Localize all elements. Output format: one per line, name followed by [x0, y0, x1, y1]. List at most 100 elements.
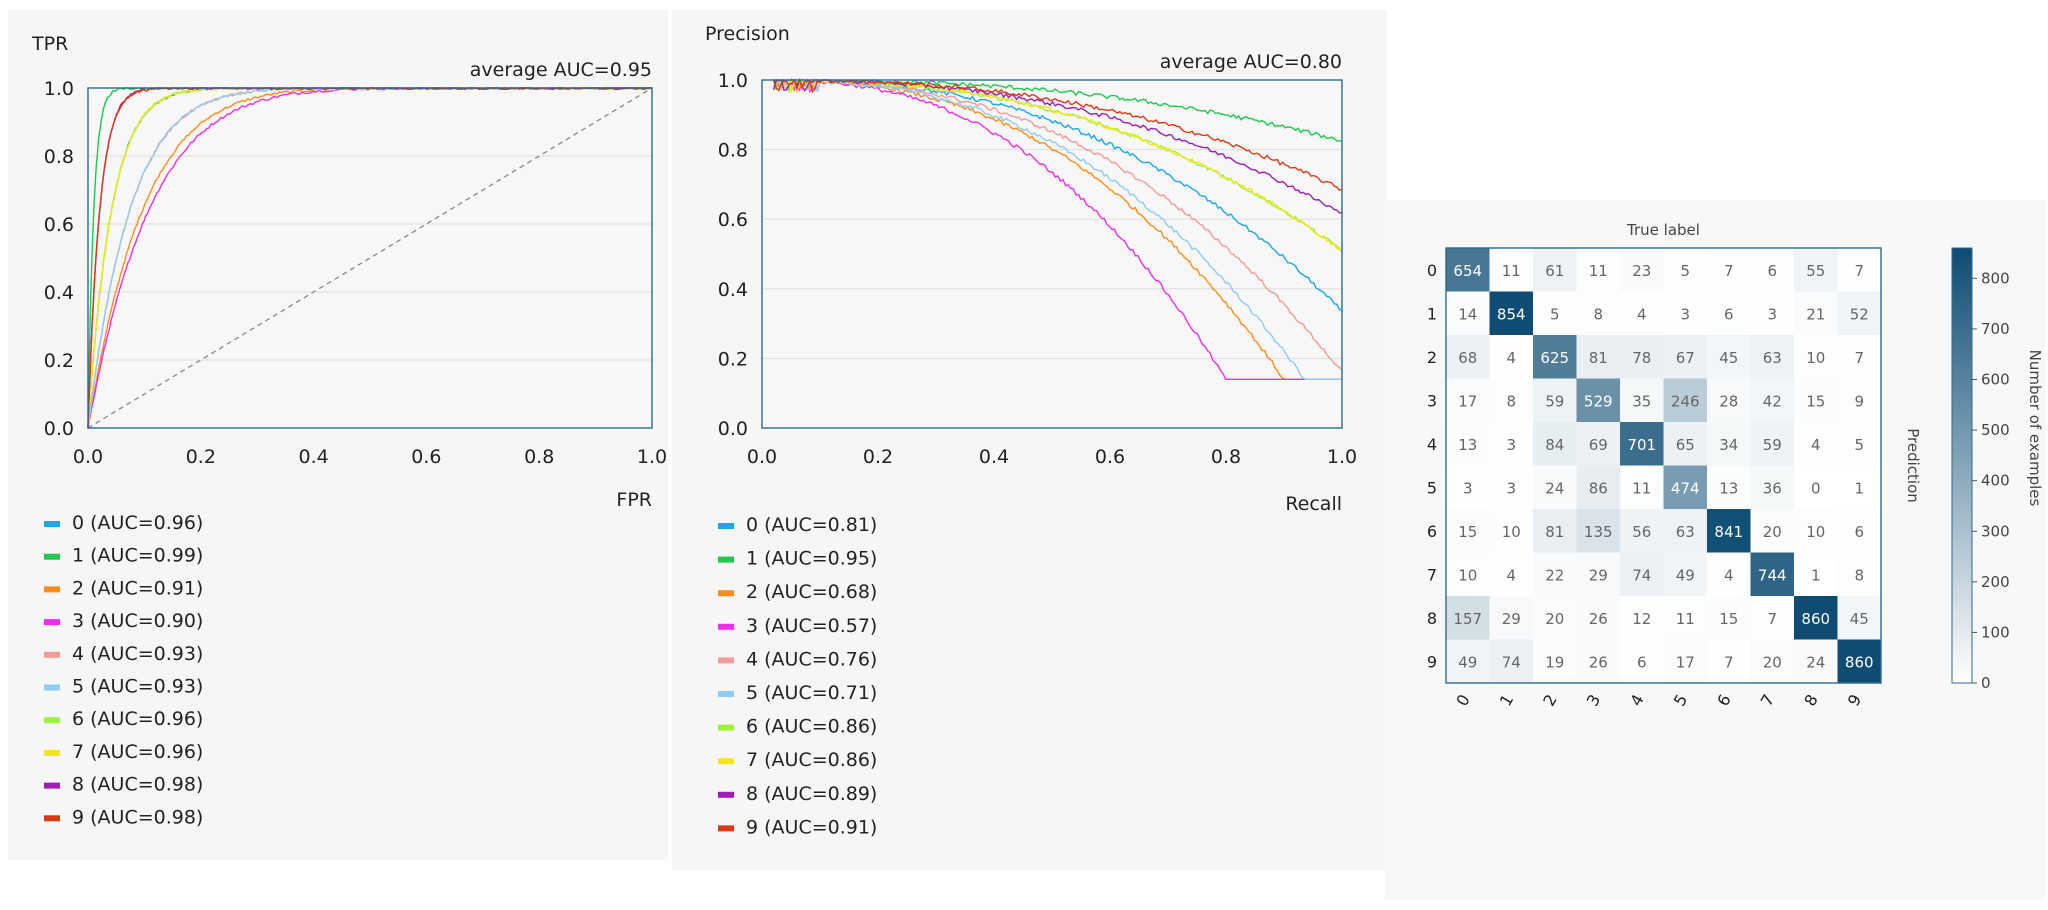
confusion-matrix-cell-value: 74	[1502, 653, 1521, 671]
confusion-matrix-cell	[1576, 509, 1620, 553]
confusion-matrix-cell	[1794, 378, 1838, 422]
pr-y-tick-label: 1.0	[718, 70, 748, 92]
pr-y-tick-label: 0.6	[718, 209, 748, 231]
confusion-matrix-row-label: 5	[1427, 478, 1437, 497]
pr-legend-entry: 6 (AUC=0.86)	[746, 716, 877, 738]
confusion-matrix-cell	[1620, 639, 1664, 683]
confusion-matrix-cell-value: 5	[1854, 436, 1864, 454]
pr-x-axis-label: Recall	[1285, 493, 1342, 515]
pr-legend-entry: 2 (AUC=0.68)	[746, 581, 877, 603]
pr-legend-swatch	[718, 556, 734, 563]
confusion-matrix-cell	[1489, 291, 1533, 335]
roc-legend-swatch	[44, 684, 60, 691]
confusion-matrix-cell	[1620, 378, 1664, 422]
confusion-matrix-cell	[1663, 465, 1707, 509]
confusion-matrix-cell-value: 135	[1584, 523, 1613, 541]
confusion-matrix-cell	[1576, 465, 1620, 509]
confusion-matrix-cell-value: 20	[1763, 653, 1782, 671]
roc-x-tick-label: 0.6	[411, 446, 441, 468]
confusion-matrix-row-label: 1	[1427, 304, 1437, 323]
confusion-matrix-cell-value: 246	[1671, 392, 1700, 410]
confusion-matrix-cell	[1533, 596, 1577, 640]
pr-y-axis-label: Precision	[705, 23, 790, 45]
confusion-matrix-cell	[1707, 335, 1751, 379]
confusion-matrix-cell-value: 654	[1453, 262, 1482, 280]
confusion-matrix-cell-value: 1	[1811, 566, 1821, 584]
confusion-matrix-cell	[1794, 639, 1838, 683]
roc-legend-entry: 6 (AUC=0.96)	[72, 708, 203, 730]
confusion-matrix-cell-value: 3	[1463, 479, 1473, 497]
confusion-matrix-cell-value: 81	[1589, 349, 1608, 367]
confusion-matrix-cell	[1837, 596, 1881, 640]
confusion-matrix-cell-value: 14	[1458, 305, 1477, 323]
roc-y-axis-label: TPR	[31, 33, 68, 55]
confusion-matrix-cell	[1750, 291, 1794, 335]
pr-x-tick-label: 0.2	[863, 446, 893, 468]
confusion-matrix-cell	[1620, 291, 1664, 335]
confusion-matrix-cell-value: 5	[1550, 305, 1560, 323]
confusion-matrix-cell-value: 4	[1637, 305, 1647, 323]
confusion-matrix-row-label: 2	[1427, 348, 1437, 367]
confusion-matrix-cell	[1707, 639, 1751, 683]
confusion-matrix-row-label: 3	[1427, 391, 1437, 410]
confusion-matrix-cell-value: 11	[1502, 262, 1521, 280]
confusion-matrix-cell-value: 12	[1632, 610, 1651, 628]
pr-x-tick-label: 1.0	[1327, 446, 1357, 468]
confusion-matrix-cell-value: 6	[1767, 262, 1777, 280]
confusion-matrix-cell	[1750, 465, 1794, 509]
confusion-matrix-cell	[1489, 422, 1533, 466]
pr-legend-entry: 7 (AUC=0.86)	[746, 749, 877, 771]
confusion-matrix-cell	[1489, 378, 1533, 422]
confusion-matrix-cell	[1533, 465, 1577, 509]
confusion-matrix-cell	[1750, 335, 1794, 379]
pr-series-line	[773, 78, 1342, 380]
roc-y-tick-label: 0.0	[44, 418, 74, 440]
confusion-matrix-cell-value: 8	[1506, 392, 1516, 410]
confusion-matrix-cell-value: 74	[1632, 566, 1651, 584]
roc-axes-frame	[87, 87, 653, 429]
confusion-matrix-cell	[1446, 596, 1490, 640]
pr-average-auc-annotation: average AUC=0.80	[1160, 51, 1342, 73]
confusion-matrix-cell-value: 841	[1714, 523, 1743, 541]
colorbar-label: Number of examples	[2026, 350, 2044, 507]
roc-legend-entry: 3 (AUC=0.90)	[72, 610, 203, 632]
confusion-matrix-cell	[1663, 335, 1707, 379]
confusion-matrix-cell-value: 55	[1806, 262, 1825, 280]
pr-y-tick-label: 0.8	[718, 140, 748, 162]
confusion-matrix-cell	[1707, 291, 1751, 335]
confusion-matrix-cell-value: 9	[1854, 392, 1864, 410]
confusion-matrix-cell	[1489, 248, 1533, 292]
confusion-matrix-cell-value: 701	[1627, 436, 1656, 454]
pr-legend-entry: 3 (AUC=0.57)	[746, 615, 877, 637]
pr-y-tick-label: 0.0	[718, 418, 748, 440]
confusion-matrix-cell-value: 69	[1589, 436, 1608, 454]
roc-y-tick-label: 1.0	[44, 78, 74, 100]
confusion-matrix-y-axis-label: Prediction	[1904, 428, 1922, 503]
confusion-matrix-cell	[1576, 335, 1620, 379]
pr-legend-swatch	[718, 758, 734, 765]
pr-legend-entry: 0 (AUC=0.81)	[746, 514, 877, 536]
confusion-matrix-row-label: 7	[1427, 565, 1437, 584]
confusion-matrix-cell-value: 26	[1589, 610, 1608, 628]
confusion-matrix-cell-value: 29	[1589, 566, 1608, 584]
colorbar-tick-label: 600	[1981, 371, 2010, 389]
confusion-matrix-cell-value: 65	[1676, 436, 1695, 454]
confusion-matrix-cell	[1446, 422, 1490, 466]
confusion-matrix-cell	[1707, 422, 1751, 466]
confusion-matrix-cell-value: 3	[1680, 305, 1690, 323]
confusion-matrix-cell-value: 36	[1763, 479, 1782, 497]
pr-legend-swatch	[718, 590, 734, 597]
confusion-matrix-cell-value: 7	[1854, 349, 1864, 367]
confusion-matrix-cell	[1446, 639, 1490, 683]
confusion-matrix-cell	[1837, 248, 1881, 292]
confusion-matrix-cell	[1663, 291, 1707, 335]
colorbar-tick-label: 400	[1981, 472, 2010, 490]
confusion-matrix-cell-value: 3	[1767, 305, 1777, 323]
confusion-matrix-cell-value: 854	[1497, 305, 1526, 323]
confusion-matrix-cell-value: 63	[1763, 349, 1782, 367]
confusion-matrix-cell	[1663, 552, 1707, 596]
confusion-matrix-cell-value: 6	[1637, 653, 1647, 671]
pr-axes-frame	[761, 79, 1343, 429]
confusion-matrix-cell	[1750, 378, 1794, 422]
confusion-matrix-cell-value: 5	[1680, 262, 1690, 280]
